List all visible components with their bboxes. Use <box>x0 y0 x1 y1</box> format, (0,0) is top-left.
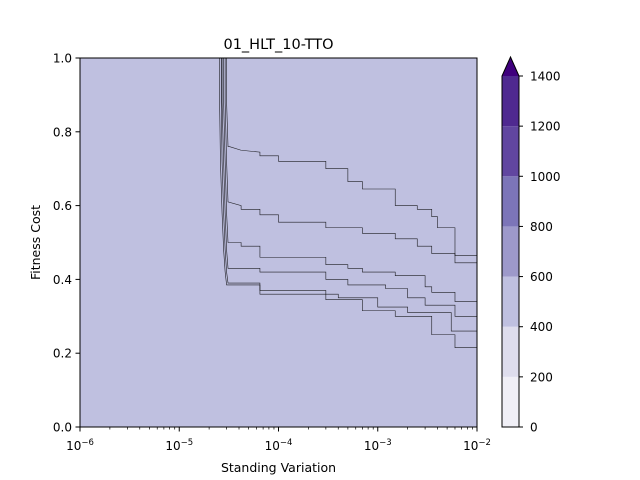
colorbar-band-2 <box>502 276 519 327</box>
y-tick-label-2: 0.4 <box>53 273 72 287</box>
colorbar-tick-label-0: 0 <box>530 421 538 435</box>
x-axis-label: Standing Variation <box>221 460 336 475</box>
colorbar-band-6 <box>502 76 519 127</box>
y-tick-label-4: 0.8 <box>53 125 72 139</box>
contour-region-5 <box>80 58 477 427</box>
colorbar-band-5 <box>502 126 519 177</box>
colorbar-band-1 <box>502 326 519 377</box>
y-tick-label-5: 1.0 <box>53 52 72 66</box>
colorbar-band-3 <box>502 226 519 277</box>
x-axis: 10−6 10−5 10−4 10−3 10−2 <box>66 427 491 453</box>
contour-line-1 <box>220 58 477 332</box>
contour-line-5 <box>226 58 477 256</box>
plot-area <box>80 58 477 427</box>
colorbar-tick-label-2: 400 <box>530 320 553 334</box>
x-tick-label-2: 10−4 <box>265 438 293 453</box>
y-axis: 0.0 0.2 0.4 0.6 0.8 1.0 <box>53 52 80 435</box>
y-tick-label-0: 0.0 <box>53 421 72 435</box>
x-tick-label-1: 10−5 <box>165 438 193 453</box>
x-tick-label-3: 10−3 <box>364 438 392 453</box>
colorbar-tick-label-6: 1200 <box>530 120 561 134</box>
contour-line-2 <box>221 58 477 317</box>
colorbar-tick-label-4: 800 <box>530 220 553 234</box>
y-tick-label-1: 0.2 <box>53 347 72 361</box>
colorbar-band-0 <box>502 376 519 427</box>
chart-title: 01_HLT_10-TTO <box>223 37 333 53</box>
colorbar-extend-arrow <box>502 57 519 76</box>
colorbar-tick-label-3: 600 <box>530 270 553 284</box>
colorbar-tick-label-7: 1400 <box>530 70 561 84</box>
y-tick-label-3: 0.6 <box>53 199 72 213</box>
colorbar-tick-label-1: 200 <box>530 370 553 384</box>
contour-lines <box>219 58 477 348</box>
x-tick-label-0: 10−6 <box>66 438 94 453</box>
colorbar-outline <box>501 55 520 428</box>
contour-line-3 <box>223 58 477 302</box>
contour-line-0 <box>219 58 477 348</box>
contour-line-4 <box>224 58 477 264</box>
colorbar: 0 200 400 600 800 1000 1200 1400 <box>501 55 561 435</box>
y-axis-label: Fitness Cost <box>28 205 43 280</box>
colorbar-band-4 <box>502 176 519 227</box>
colorbar-tick-label-5: 1000 <box>530 170 561 184</box>
x-tick-label-4: 10−2 <box>463 438 491 453</box>
